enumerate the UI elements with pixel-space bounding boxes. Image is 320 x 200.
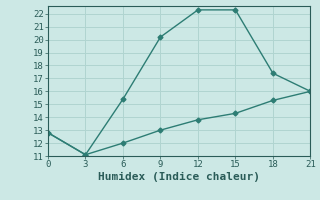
X-axis label: Humidex (Indice chaleur): Humidex (Indice chaleur) [98, 172, 260, 182]
